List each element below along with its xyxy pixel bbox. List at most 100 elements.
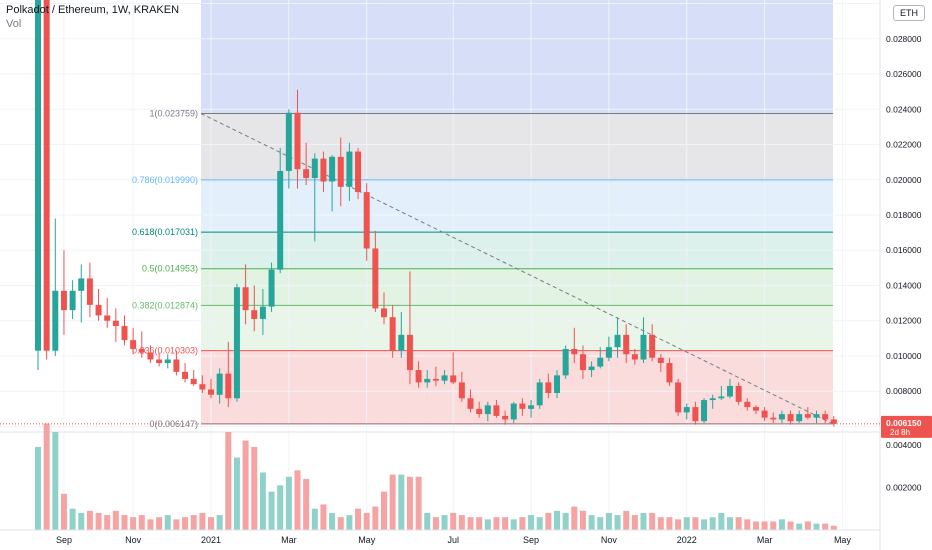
volume-bar xyxy=(69,508,76,530)
volume-bar xyxy=(130,517,137,530)
candle-body xyxy=(718,396,725,399)
volume-bar xyxy=(216,515,223,530)
candle-body xyxy=(156,359,163,364)
candle-body xyxy=(303,169,310,178)
candle-body xyxy=(43,0,50,351)
candle-body xyxy=(208,389,214,395)
volume-bar xyxy=(476,517,483,530)
volume-bar xyxy=(649,512,656,530)
candle-body xyxy=(502,415,509,420)
volume-bar xyxy=(164,515,171,530)
volume-bar xyxy=(597,517,604,530)
price-tick-label: 0.002000 xyxy=(886,482,922,492)
volume-bar xyxy=(173,519,180,530)
price-tick-label: 0.016000 xyxy=(886,245,922,255)
volume-bar xyxy=(259,472,266,530)
volume-bar xyxy=(709,517,716,530)
trend-line-layer xyxy=(200,113,834,425)
volume-bar xyxy=(311,508,318,530)
candle-body xyxy=(640,334,647,360)
volume-bar xyxy=(502,517,509,530)
fib-zone xyxy=(201,268,833,306)
volume-bar xyxy=(484,519,491,530)
candle-body xyxy=(225,373,232,399)
volume-bars xyxy=(35,423,837,530)
candle-body xyxy=(562,348,569,376)
volume-bar xyxy=(813,523,820,530)
candle-body xyxy=(78,278,85,291)
fib-zones xyxy=(201,0,833,424)
time-tick-label: Mar xyxy=(757,535,773,545)
volume-bar xyxy=(52,432,59,530)
time-tick-label: May xyxy=(358,535,376,545)
volume-bar xyxy=(355,508,362,530)
candle-body xyxy=(415,370,422,383)
volume-bar xyxy=(770,521,777,530)
price-tick-label: 0.022000 xyxy=(886,140,922,150)
candle-body xyxy=(692,407,699,422)
candle-body xyxy=(251,310,258,319)
candle-body xyxy=(744,401,751,408)
volume-bar xyxy=(683,517,690,530)
candle-body xyxy=(329,156,336,182)
candle-body xyxy=(813,414,820,418)
candle-body xyxy=(510,403,517,420)
candle-body xyxy=(675,382,682,413)
volume-bar xyxy=(233,457,240,530)
candle-body xyxy=(121,326,128,341)
time-tick-label: Sep xyxy=(56,535,72,545)
candle-body xyxy=(614,334,621,348)
currency-badge[interactable]: ETH xyxy=(893,5,925,21)
time-tick-label: Nov xyxy=(125,535,142,545)
candle-body xyxy=(259,306,266,319)
candle-body xyxy=(242,287,249,311)
candle-body xyxy=(476,408,483,415)
volume-bar xyxy=(657,517,664,530)
volume-bar xyxy=(138,515,145,530)
volume-bar xyxy=(285,476,292,530)
candle-body xyxy=(536,382,543,406)
time-tick-label: 2022 xyxy=(677,535,697,545)
candles xyxy=(35,0,837,427)
candle-body xyxy=(216,373,223,395)
fib-label: 0.236(0.010303) xyxy=(132,346,198,356)
price-axis[interactable]: 0.0020000.0040000.0060000.0080000.010000… xyxy=(879,0,932,550)
volume-bar xyxy=(752,521,759,530)
candle-body xyxy=(657,357,664,364)
volume-bar xyxy=(718,512,725,530)
price-tick-label: 0.026000 xyxy=(886,69,922,79)
candle-body xyxy=(579,354,586,371)
volume-bar xyxy=(588,515,595,530)
candle-body xyxy=(320,158,327,182)
candle-body xyxy=(381,308,387,318)
time-tick-label: Jul xyxy=(447,535,459,545)
last-price-value: 0.006150 xyxy=(886,418,922,428)
volume-label: Vol xyxy=(6,18,22,30)
volume-bar xyxy=(830,525,837,530)
time-axis[interactable]: Sep Nov 2021 Mar May Jul Sep Nov 2022 Mar May xyxy=(0,529,880,545)
candle-body xyxy=(623,334,630,355)
fib-zone xyxy=(201,179,833,233)
candle-body xyxy=(597,357,604,367)
candle-body xyxy=(484,405,491,415)
volume-bar xyxy=(692,517,699,530)
candle-body xyxy=(787,414,794,422)
chart-legend: Polkadot / Ethereum, 1W, KRAKEN Vol xyxy=(6,4,179,30)
symbol-title[interactable]: Polkadot / Ethereum, 1W, KRAKEN xyxy=(6,4,180,16)
candle-body xyxy=(571,348,578,355)
volume-bar xyxy=(458,515,465,530)
candle-body xyxy=(311,158,318,178)
candle-body xyxy=(355,151,362,193)
volume-bar xyxy=(406,476,413,530)
candle-body xyxy=(190,378,197,385)
grid xyxy=(0,0,880,530)
volume-bar xyxy=(104,515,111,530)
trend-line xyxy=(200,113,834,425)
candle-body xyxy=(441,375,448,381)
last-price-badge xyxy=(881,415,932,438)
fib-levels: 1(0.023759) 0.786(0.019990) 0.618(0.017031… xyxy=(132,109,833,429)
volume-bar xyxy=(528,515,535,530)
volume-bar xyxy=(735,517,742,530)
volume-bar xyxy=(182,517,189,530)
